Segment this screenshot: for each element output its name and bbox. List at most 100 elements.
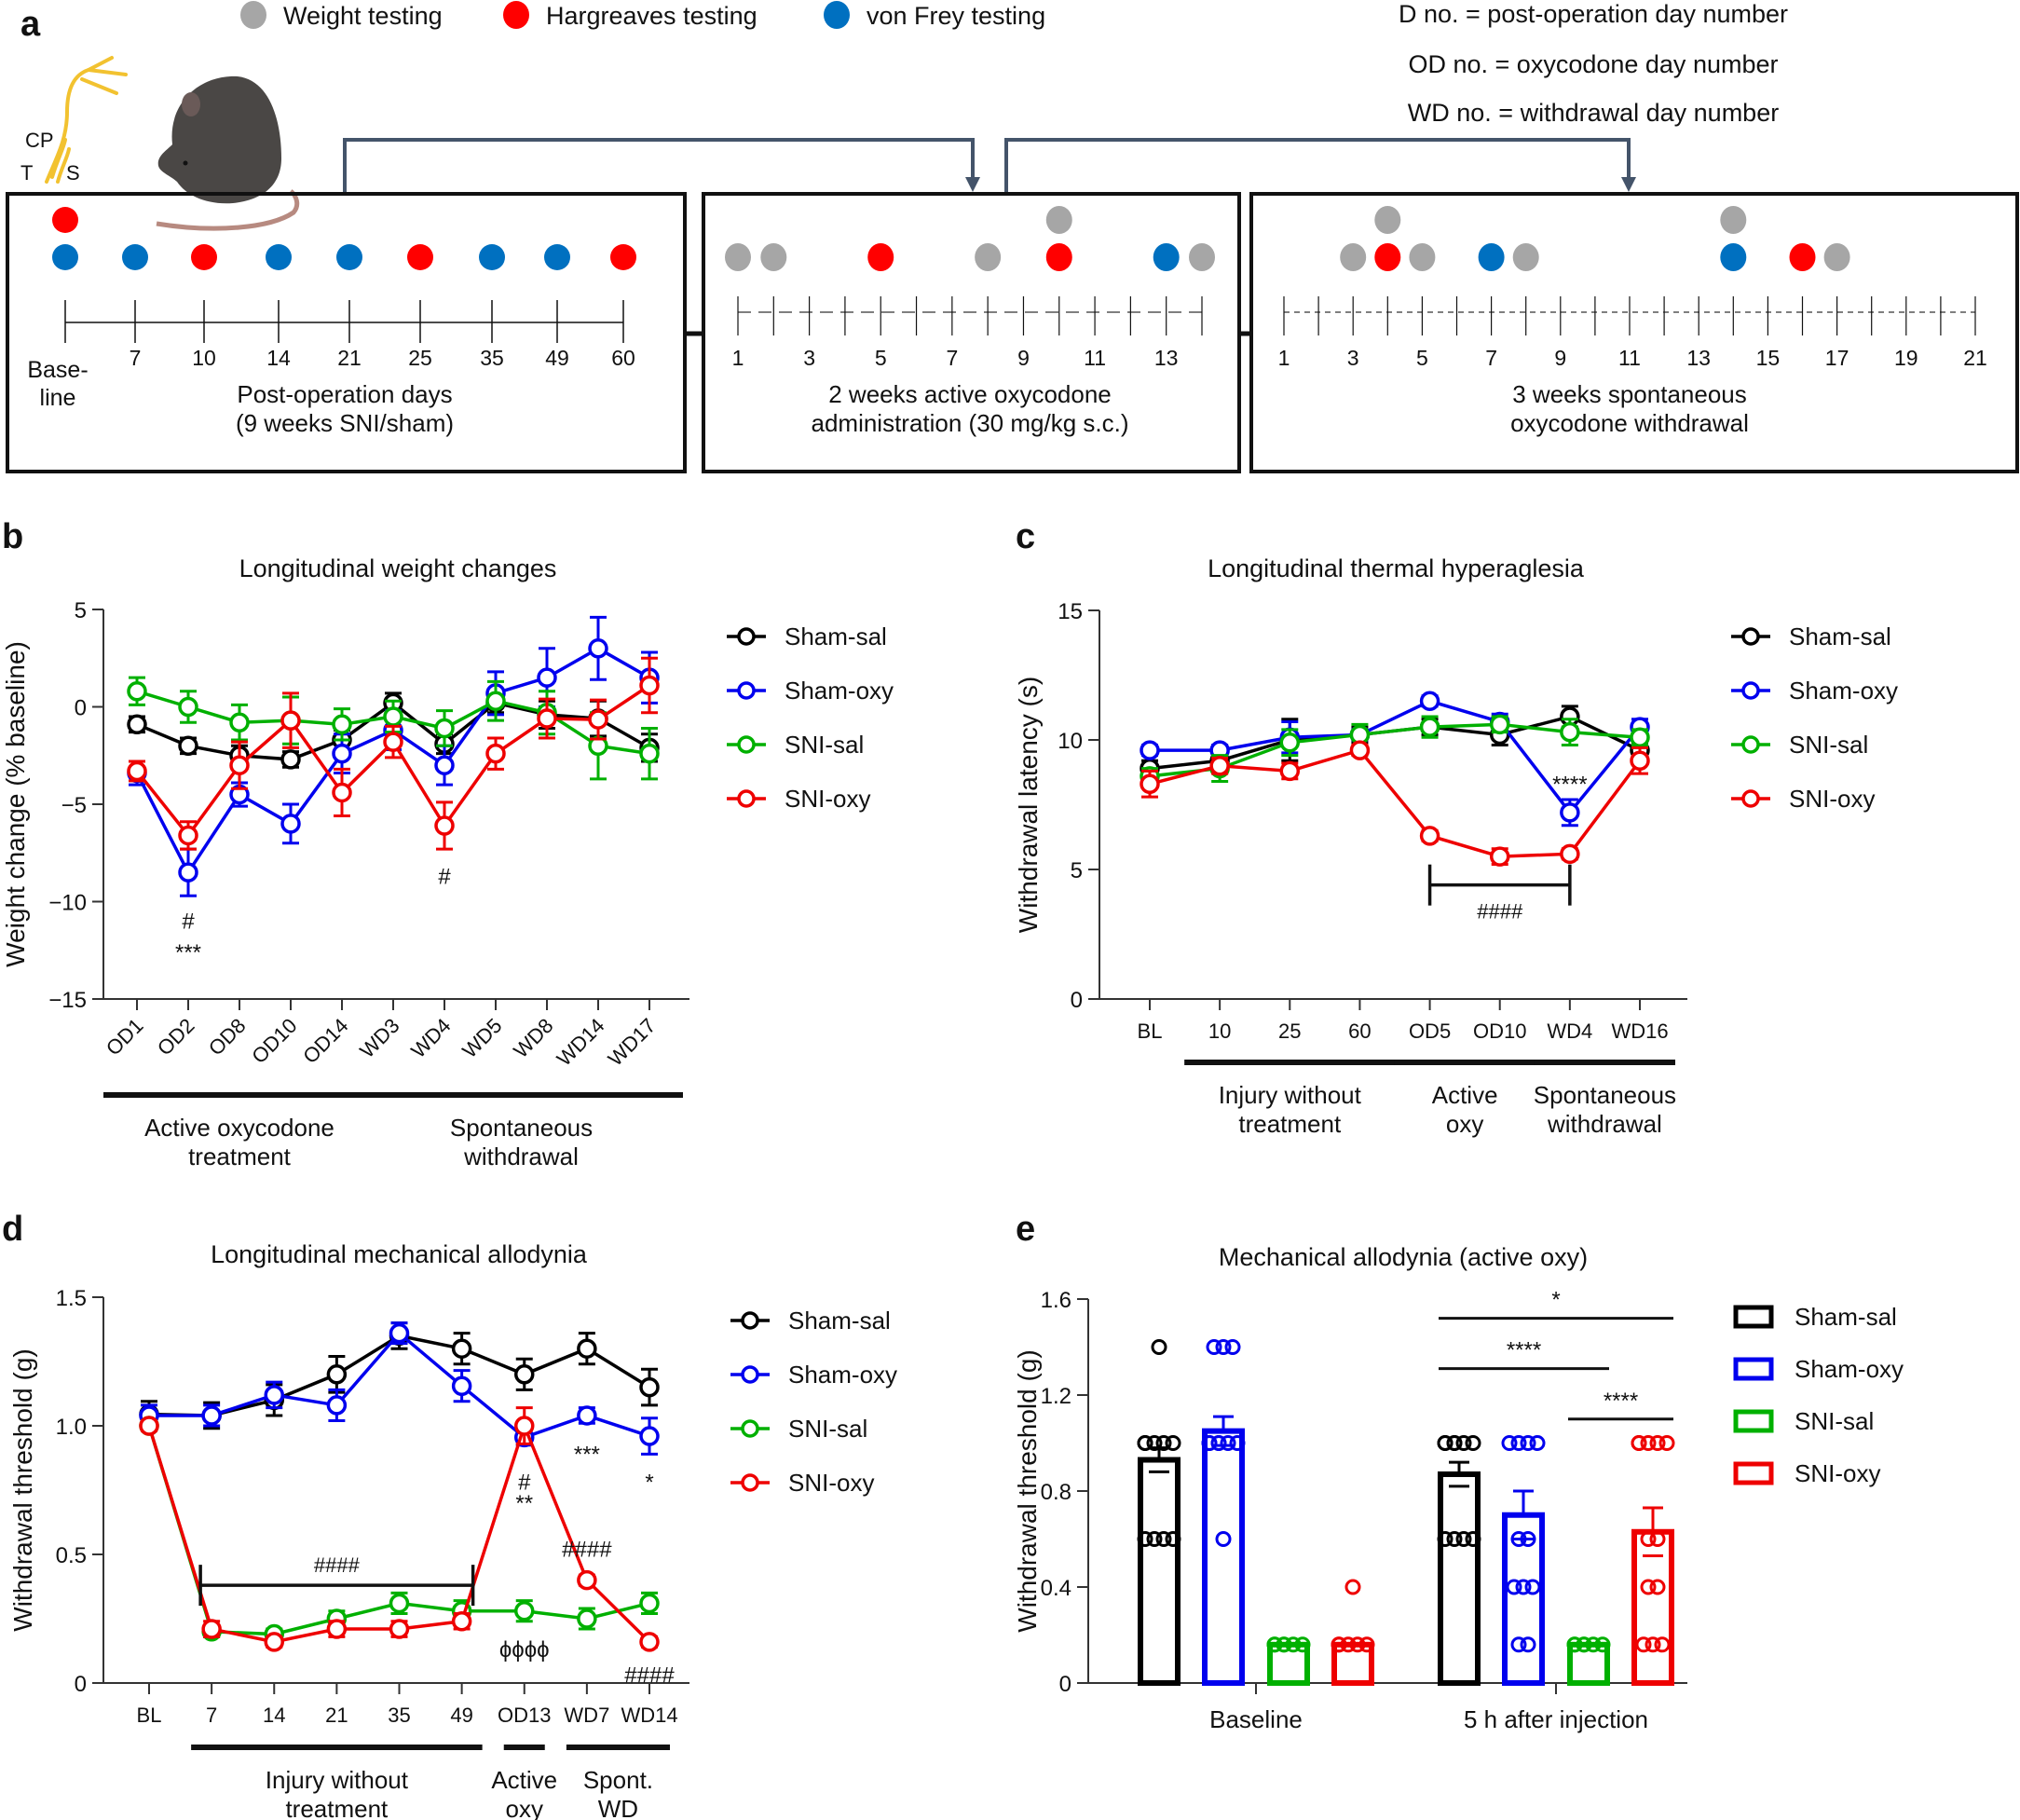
vonfrey-dot-icon bbox=[479, 244, 505, 270]
significance-label: # bbox=[182, 909, 195, 934]
vonfrey-dot-icon bbox=[1478, 243, 1505, 271]
data-point bbox=[1501, 1435, 1518, 1451]
y-tick-label: 1.0 bbox=[56, 1415, 87, 1440]
panel-letter-d: d bbox=[2, 1210, 23, 1249]
data-point bbox=[139, 1416, 159, 1436]
x-tick-label: OD5 bbox=[1409, 1019, 1451, 1043]
flow-arrow-2 bbox=[1004, 138, 1631, 194]
x-tick-label: WD8 bbox=[509, 1014, 557, 1062]
legend-marker-icon bbox=[741, 1311, 759, 1330]
bar bbox=[1438, 1471, 1481, 1686]
timeline-spontaneous-withdrawal: 1 3 5 7 9 11 13 15 17 19 213 weeks spontaneousoxyc… bbox=[1278, 206, 1987, 437]
data-point bbox=[1215, 1531, 1232, 1547]
legend-item-sham-oxy: Sham-oxy bbox=[730, 1361, 897, 1389]
mouse-icon bbox=[156, 75, 300, 231]
tick-label: 3 bbox=[1347, 346, 1359, 370]
box-caption: 3 weeks spontaneous bbox=[1512, 380, 1747, 408]
data-point bbox=[1515, 1579, 1532, 1595]
data-point bbox=[1340, 1636, 1357, 1653]
data-point bbox=[1520, 1636, 1536, 1653]
data-point bbox=[1140, 773, 1160, 795]
legend-marker-icon bbox=[737, 627, 756, 646]
data-point bbox=[1279, 732, 1301, 753]
legend-label: Weight testing bbox=[283, 2, 443, 30]
x-tick-label: OD10 bbox=[1473, 1019, 1526, 1043]
legend-item-sni-oxy: SNI-oxy bbox=[1731, 785, 1875, 813]
data-point bbox=[1649, 1531, 1666, 1547]
mouse-ear bbox=[182, 92, 200, 116]
x-tick-label: 49 bbox=[450, 1704, 472, 1727]
series-sni-sal bbox=[127, 676, 660, 781]
data-point bbox=[639, 1593, 660, 1614]
data-point bbox=[434, 718, 455, 739]
data-point bbox=[178, 862, 198, 883]
group-label: Spontaneous bbox=[450, 1114, 593, 1142]
data-point bbox=[577, 1338, 597, 1359]
x-tick-label: WD5 bbox=[457, 1014, 506, 1062]
x-tick-label: WD16 bbox=[1611, 1019, 1668, 1043]
y-tick-label: 0 bbox=[75, 1672, 87, 1697]
legend-marker-icon bbox=[741, 1365, 759, 1384]
legend-label: Sham-oxy bbox=[788, 1361, 897, 1389]
group-label: Spontaneous bbox=[1534, 1081, 1676, 1109]
data-point bbox=[201, 1405, 222, 1426]
data-point bbox=[178, 735, 198, 757]
data-point bbox=[1224, 1339, 1241, 1355]
data-point bbox=[1446, 1531, 1463, 1547]
data-point bbox=[1206, 1339, 1222, 1355]
chart-title: Mechanical allodynia (active oxy) bbox=[1219, 1243, 1588, 1271]
legend-label: Sham-oxy bbox=[785, 677, 894, 705]
hargreaves-dot-icon bbox=[1789, 243, 1816, 271]
group-label: Active oxycodone bbox=[144, 1114, 334, 1142]
data-point bbox=[1437, 1531, 1454, 1547]
tick-label: 9 bbox=[1017, 346, 1030, 370]
baseline-label: Base- bbox=[27, 357, 88, 383]
data-point bbox=[1220, 1435, 1236, 1451]
y-tick-label: 5 bbox=[1071, 858, 1083, 883]
data-point bbox=[577, 1405, 597, 1426]
data-point bbox=[1524, 1579, 1541, 1595]
y-tick-label: 0 bbox=[1059, 1672, 1071, 1697]
legend-label: SNI-sal bbox=[788, 1415, 867, 1443]
data-point bbox=[1446, 1435, 1463, 1451]
data-point bbox=[639, 1426, 660, 1446]
vonfrey-dot-icon bbox=[544, 244, 570, 270]
legend-label: SNI-sal bbox=[1795, 1407, 1874, 1435]
y-tick-label: 0.8 bbox=[1041, 1480, 1071, 1505]
series-line bbox=[1149, 748, 1642, 858]
data-point bbox=[1576, 1636, 1592, 1653]
data-point bbox=[1140, 740, 1160, 760]
significance-label: #### bbox=[624, 1663, 675, 1689]
group-label: withdrawal bbox=[463, 1143, 579, 1170]
bar bbox=[1267, 1641, 1310, 1687]
data-point bbox=[485, 691, 506, 711]
vonfrey-dot-icon bbox=[336, 244, 362, 270]
data-point bbox=[389, 1619, 410, 1639]
y-axis-label: Withdrawal latency (s) bbox=[1014, 677, 1043, 933]
x-tick-label: OD1 bbox=[102, 1014, 148, 1061]
tick-label: 5 bbox=[875, 346, 887, 370]
nerve-branch bbox=[56, 147, 71, 184]
y-tick-label: 1.2 bbox=[1041, 1384, 1071, 1409]
data-point bbox=[1344, 1579, 1361, 1595]
data-point bbox=[1640, 1579, 1657, 1595]
legend-label: SNI-oxy bbox=[788, 1469, 874, 1497]
sciatic-nerve-icon bbox=[45, 56, 128, 184]
nerve-branch bbox=[50, 138, 67, 179]
panel-d: d Longitudinal mechanical allodynia 1.5 1.0… bbox=[2, 1210, 897, 1820]
x-tick-label: 35 bbox=[388, 1704, 410, 1727]
x-tick-label: 7 bbox=[206, 1704, 217, 1727]
group-label: withdrawal bbox=[1547, 1110, 1662, 1138]
tick-label: 10 bbox=[192, 346, 216, 370]
tick-label: 19 bbox=[1894, 346, 1918, 370]
data-point bbox=[485, 743, 506, 764]
data-point bbox=[127, 760, 147, 782]
legend-item-sham-oxy: Sham-oxy bbox=[1731, 677, 1898, 705]
data-point bbox=[1276, 1636, 1292, 1653]
legend-label: von Frey testing bbox=[867, 2, 1045, 30]
x-tick-label: WD4 bbox=[406, 1014, 455, 1062]
data-point bbox=[434, 815, 455, 836]
group-label: Active bbox=[1432, 1081, 1498, 1109]
series-line bbox=[1149, 722, 1641, 778]
data-point bbox=[1137, 1531, 1153, 1547]
